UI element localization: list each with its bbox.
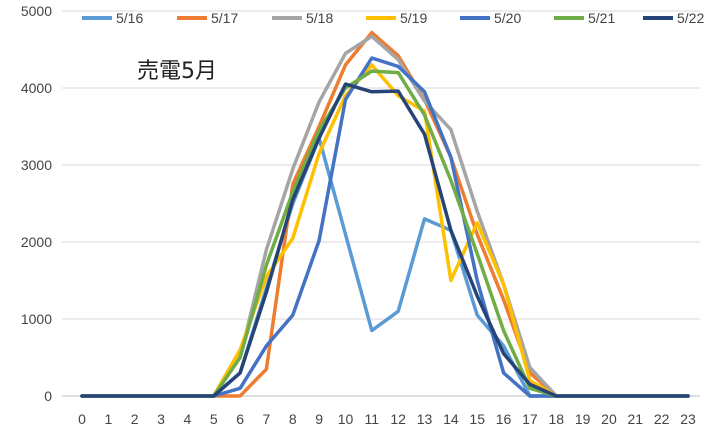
x-tick-label: 17 <box>522 411 538 427</box>
x-tick-label: 1 <box>104 411 112 427</box>
legend-item-5-18: 5/18 <box>272 10 333 26</box>
x-tick-label: 14 <box>443 411 459 427</box>
series-line-5-16 <box>80 136 690 398</box>
y-tick-label: 1000 <box>21 311 52 327</box>
legend-label: 5/19 <box>400 10 427 26</box>
y-tick-label: 4000 <box>21 80 52 96</box>
legend-item-5-19: 5/19 <box>366 10 427 26</box>
y-tick-label: 5000 <box>21 3 52 19</box>
series-line-5-22 <box>80 82 690 398</box>
y-tick-label: 2000 <box>21 234 52 250</box>
x-tick-label: 16 <box>496 411 512 427</box>
legend: 5/16 5/17 5/18 5/19 5/20 5/21 5/22 <box>82 10 704 26</box>
y-tick-label: 3000 <box>21 157 52 173</box>
x-tick-label: 9 <box>315 411 323 427</box>
x-tick-label: 23 <box>680 411 696 427</box>
x-tick-label: 2 <box>131 411 139 427</box>
x-tick-label: 21 <box>628 411 644 427</box>
series-lines <box>80 30 690 398</box>
x-tick-label: 15 <box>469 411 485 427</box>
legend-label: 5/21 <box>588 10 615 26</box>
x-tick-label: 19 <box>575 411 591 427</box>
x-tick-label: 12 <box>390 411 406 427</box>
series-line-5-21 <box>80 69 690 398</box>
x-tick-label: 6 <box>236 411 244 427</box>
series-line-5-19 <box>80 63 690 398</box>
legend-item-5-16: 5/16 <box>82 10 143 26</box>
legend-label: 5/17 <box>211 10 238 26</box>
legend-item-5-20: 5/20 <box>460 10 521 26</box>
x-tick-label: 11 <box>365 411 380 427</box>
legend-label: 5/20 <box>494 10 521 26</box>
x-tick-label: 4 <box>183 411 191 427</box>
x-tick-label: 20 <box>601 411 617 427</box>
legend-label: 5/22 <box>677 10 704 26</box>
series-line-5-20 <box>80 56 690 398</box>
x-tick-label: 3 <box>157 411 165 427</box>
chart-title: 売電5月 <box>137 59 217 84</box>
x-tick-label: 8 <box>289 411 297 427</box>
x-tick-label: 18 <box>548 411 564 427</box>
gridlines <box>62 10 700 320</box>
x-tick-label: 13 <box>417 411 433 427</box>
series-line-5-17 <box>80 30 690 398</box>
y-tick-label: 0 <box>44 388 52 404</box>
legend-label: 5/18 <box>306 10 333 26</box>
x-tick-label: 7 <box>263 411 271 427</box>
x-tick-label: 5 <box>210 411 218 427</box>
x-tick-label: 0 <box>78 411 86 427</box>
x-tick-label: 22 <box>654 411 670 427</box>
legend-item-5-17: 5/17 <box>177 10 238 26</box>
legend-item-5-22: 5/22 <box>643 10 704 26</box>
x-tick-label: 10 <box>338 411 354 427</box>
legend-label: 5/16 <box>116 10 143 26</box>
legend-item-5-21: 5/21 <box>554 10 615 26</box>
